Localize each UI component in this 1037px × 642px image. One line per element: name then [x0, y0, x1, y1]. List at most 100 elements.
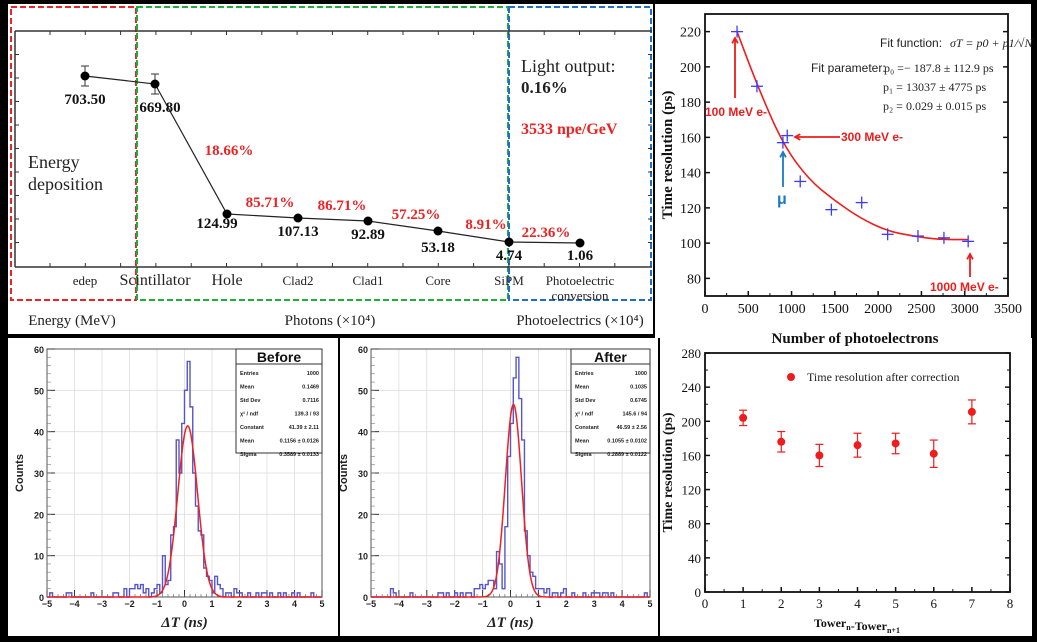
stats-value: 1000 [635, 371, 647, 377]
y-tick-label: 140 [680, 167, 701, 182]
x-axis-title: ΔT (ns) [160, 615, 208, 631]
y-tick-label: 80 [688, 517, 701, 532]
value-label: 124.99 [196, 216, 237, 232]
x-axis-title-part: Tower [855, 619, 888, 633]
fit-function-label: Fit function: [880, 36, 942, 50]
chain-line [84, 75, 581, 244]
fit-parameter-label: Fit parameter: [811, 61, 886, 75]
value-label: 53.18 [421, 240, 455, 256]
x-tick-label: 0 [508, 599, 513, 609]
x-tick-label: −2 [124, 599, 134, 609]
data-point [433, 226, 443, 236]
stats-value: 0.3589 ± 0.0133 [279, 452, 319, 458]
annotation-1000mev: 1000 MeV e- [930, 280, 999, 294]
group-label-photons: Photons (×10⁴) [285, 313, 376, 329]
x-axis-title-subscript: n [846, 623, 851, 632]
y-tick-label: 20 [34, 510, 44, 520]
y-tick-label: 30 [358, 469, 368, 479]
x-tick-label: 2 [564, 599, 569, 609]
fit-param-p0: p₀ =− 187.8 ± 112.9 ps [884, 61, 994, 75]
stats-key: Std Dev [240, 398, 261, 404]
stats-box [235, 348, 323, 454]
fit-function: σT = p0 + p1/√N + p2/N [950, 36, 1037, 50]
x-tick-label: 7 [969, 596, 976, 611]
category-label: Photoelectric [546, 273, 615, 288]
data-point [853, 441, 862, 450]
stats-key: Std Dev [575, 398, 596, 404]
x-tick-label: −3 [422, 599, 432, 609]
data-point [222, 209, 232, 219]
value-label: 107.13 [277, 224, 318, 240]
x-tick-label: 1000 [778, 302, 806, 317]
gaussian-fit-curve [47, 425, 322, 598]
fit-param-p1: p₁ = 13037 ± 4775 ps [883, 80, 987, 94]
x-axis-title-part: - [851, 619, 855, 633]
y-tick-label: 10 [34, 552, 44, 562]
data-point [293, 213, 303, 223]
x-tick-label: 5 [892, 596, 899, 611]
category-label: conversion [551, 288, 609, 303]
data-point [777, 437, 786, 446]
x-tick-label: 1500 [821, 302, 849, 317]
stats-key: Entries [240, 371, 259, 377]
panel-light-chain-bg [8, 4, 653, 334]
x-tick-label: 3 [592, 599, 597, 609]
arrow-1000mev-head [966, 252, 974, 260]
y-tick-label: 160 [682, 448, 702, 463]
category-label: Core [425, 273, 451, 288]
data-point [739, 413, 748, 422]
y-axis-title: Counts [338, 454, 350, 492]
photoelectrics-region-box [508, 6, 652, 301]
stats-box [570, 348, 651, 454]
stats-value: 0.1055 ± 0.0102 [607, 439, 647, 445]
x-axis-title: Number of photoelectrons [772, 331, 939, 347]
data-point [967, 407, 976, 416]
stats-value: 0.1156 ± 0.0126 [280, 439, 319, 445]
x-tick-label: 5 [647, 599, 652, 609]
y-tick-label: 50 [358, 386, 368, 396]
x-tick-label: 0 [182, 599, 187, 609]
stats-value: 139.3 / 93 [295, 412, 319, 418]
data-point [80, 71, 90, 81]
y-axis-title: Time resolution (ps) [661, 412, 676, 532]
y-tick-label: 0 [39, 593, 44, 603]
y-tick-label: 120 [682, 483, 702, 498]
stats-value: 0.1469 [302, 385, 319, 391]
stats-value: 46.59 ± 2.56 [616, 425, 647, 431]
x-tick-label: −2 [450, 599, 460, 609]
light-chain-chart: 703.50 edep 669.80 Scintillator 124.99 18.66%… [10, 6, 652, 329]
efficiency-label: 57.25% [392, 207, 441, 223]
x-tick-label: −1 [477, 599, 487, 609]
stats-value: 0.2889 ± 0.0122 [607, 452, 647, 458]
category-label: Clad1 [352, 273, 383, 288]
annotation-mu: μ [777, 191, 787, 208]
panel-time-npe-bg [655, 4, 1031, 338]
x-tick-label: −1 [152, 599, 162, 609]
x-tick-label: 0 [702, 302, 709, 317]
annotation-100mev: 100 MeV e- [705, 105, 767, 119]
value-label: 4.74 [496, 248, 523, 264]
x-axis-title-part: Tower [814, 616, 847, 630]
x-tick-label: 1 [209, 599, 214, 609]
stats-value: 41.39 ± 2.11 [289, 425, 319, 431]
value-label: 1.06 [567, 248, 594, 264]
stats-key: χ² / ndf [240, 411, 258, 418]
category-label: Clad2 [282, 273, 313, 288]
y-tick-label: 60 [358, 345, 368, 355]
stats-value: 0.6745 [630, 398, 647, 404]
y-tick-label: 10 [358, 552, 368, 562]
y-tick-label: 240 [682, 380, 702, 395]
stats-key: Constant [240, 425, 264, 431]
y-axis-title: Counts [14, 454, 26, 492]
x-axis-title: Towern-Towern+1 [814, 616, 900, 635]
y-tick-label: 200 [680, 61, 701, 76]
energy-deposition-text: Energy [28, 152, 80, 172]
y-tick-label: 180 [680, 96, 701, 111]
data-point [575, 238, 585, 248]
stats-key: Sigma [575, 452, 592, 458]
category-label: Scintillator [119, 272, 191, 289]
arrow-100mev-head [731, 36, 739, 44]
